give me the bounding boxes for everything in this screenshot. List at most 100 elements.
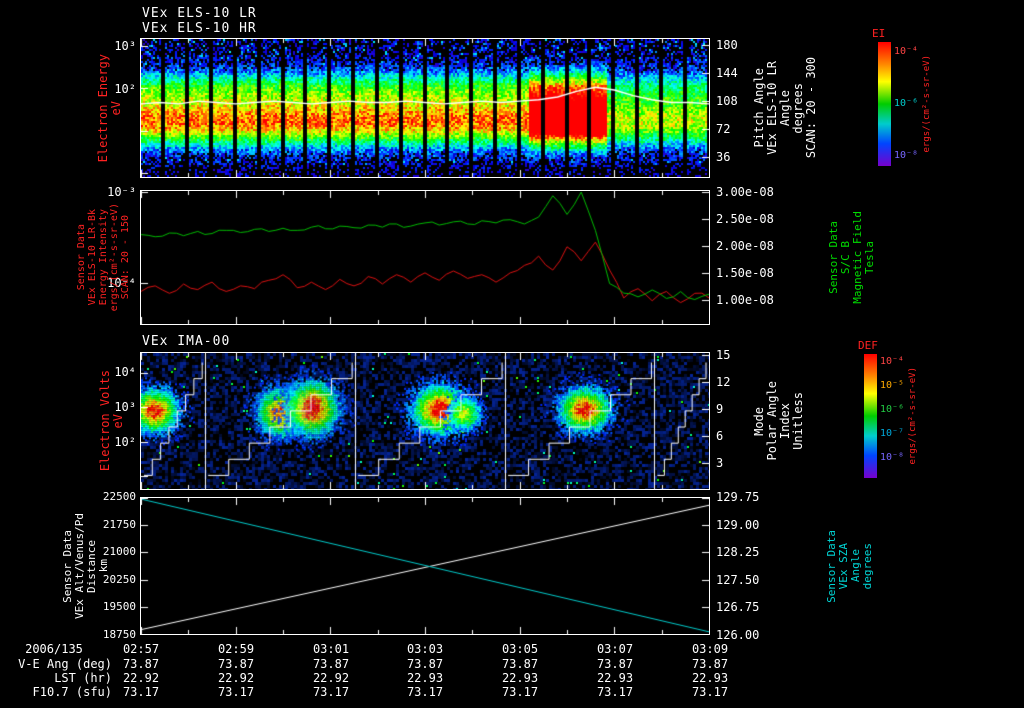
- footer-value: 22.93: [406, 671, 444, 685]
- def-colorbar-tick: 10⁻⁴: [880, 356, 905, 367]
- time-tick-label: 02:57: [122, 642, 160, 656]
- footer-value: 22.93: [691, 671, 729, 685]
- time-tick-label: 03:05: [501, 642, 539, 656]
- p2-ytick-label: 10⁻³: [107, 185, 136, 199]
- footer-value: 73.87: [312, 657, 350, 671]
- p4-ytick-label: 20250: [102, 573, 136, 586]
- panel1-title-line2: VEx ELS-10 HR: [142, 21, 257, 36]
- intensity-bfield-panel: [140, 190, 710, 325]
- p4-right-tick-label: 127.50: [716, 573, 760, 587]
- p3-left-axis-title: Electron Volts eV: [98, 352, 125, 490]
- date-label: 2006/135: [25, 642, 83, 656]
- p2-right-tick-label: 2.00e-08: [716, 239, 774, 253]
- axis-title-line: Sensor Data: [76, 224, 87, 291]
- p3-right-tick-label: 3: [716, 456, 724, 470]
- footer-row-label: V-E Ang (deg): [18, 657, 112, 671]
- p4-left-axis-title: Sensor Data VEx Alt/Venus/Pd Distance km: [61, 497, 110, 635]
- els-spectrogram-canvas: [141, 39, 709, 177]
- footer-value: 22.92: [122, 671, 160, 685]
- axis-title-line: SCAN: 20 - 300: [804, 57, 818, 159]
- footer-value: 73.87: [501, 657, 539, 671]
- p4-right-tick-label: 129.75: [716, 490, 760, 504]
- axis-title-line: km: [97, 559, 110, 573]
- p2-right-tick-label: 1.50e-08: [716, 266, 774, 280]
- p2-right-axis-title: Sensor Data S/C B Magnetic Field Tesla: [827, 190, 876, 325]
- p2-right-tick-label: 1.00e-08: [716, 293, 774, 307]
- axis-title-line: eV: [109, 100, 123, 116]
- time-tick-label: 03:09: [691, 642, 729, 656]
- footer-value: 22.92: [217, 671, 255, 685]
- p2-right-tick-label: 3.00e-08: [716, 185, 774, 199]
- footer-value: 73.17: [406, 685, 444, 699]
- p4-ytick-label: 19500: [102, 600, 136, 613]
- def-colorbar: [864, 354, 877, 478]
- p1-right-axis-title: Pitch Angle VEx ELS-10 LR Angle degrees …: [752, 38, 818, 178]
- altitude-sza-panel: [140, 497, 710, 635]
- p2-left-axis-title: Sensor Data VEx ELS-10 LR-Bk Energy Inte…: [76, 190, 131, 325]
- footer-value: 73.17: [217, 685, 255, 699]
- time-tick-label: 03:03: [406, 642, 444, 656]
- p3-ytick-label: 10⁴: [114, 365, 136, 379]
- p1-right-tick-label: 36: [716, 150, 731, 164]
- p1-right-tick-label: 144: [716, 66, 738, 80]
- footer-value: 22.92: [312, 671, 350, 685]
- footer-value: 73.87: [406, 657, 444, 671]
- time-tick-label: 03:07: [596, 642, 634, 656]
- p4-ytick-label: 22500: [102, 490, 136, 503]
- footer-row-label: LST (hr): [54, 671, 112, 685]
- p4-right-axis-title: Sensor Data VEx SZA Angle degrees: [825, 497, 874, 635]
- axis-title-line: VEx ELS-10 LR-Bk: [87, 209, 98, 306]
- def-colorbar-title: DEF: [858, 339, 878, 352]
- axis-title-line: degrees: [861, 542, 874, 590]
- footer-value: 73.17: [312, 685, 350, 699]
- p1-left-axis-title: Electron Energy eV: [96, 38, 123, 178]
- p1-right-tick-label: 108: [716, 94, 738, 108]
- ei-colorbar-tick: 10⁻⁴: [894, 46, 919, 57]
- panel1-title-line1: VEx ELS-10 LR: [142, 6, 257, 21]
- p3-ytick-label: 10²: [114, 435, 136, 449]
- p3-right-axis-title: Mode Polar Angle Index Unitless: [752, 352, 805, 490]
- axis-title-line: Tesla: [863, 240, 876, 275]
- def-colorbar-tick: 10⁻⁵: [880, 380, 905, 391]
- p1-ytick-label: 10³: [114, 39, 136, 53]
- ei-colorbar-tick: 10⁻⁶: [894, 98, 919, 109]
- def-colorbar-tick: 10⁻⁷: [880, 428, 905, 439]
- p4-ytick-label: 21750: [102, 518, 136, 531]
- els-spectrogram-panel: [140, 38, 710, 178]
- ei-colorbar-title: EI: [872, 27, 886, 40]
- axis-title-line: eV: [111, 413, 125, 429]
- ima-spectrogram-panel: [140, 352, 710, 490]
- footer-value: 73.17: [501, 685, 539, 699]
- def-colorbar-units: ergs/(cm²-s-sr-eV): [908, 352, 918, 480]
- p2-right-tick-label: 2.50e-08: [716, 212, 774, 226]
- axis-title-line: SCAN: 20 - 150: [120, 215, 131, 300]
- p1-ytick-label: 10²: [114, 82, 136, 96]
- p4-ytick-label: 21000: [102, 545, 136, 558]
- p3-ytick-label: 10³: [114, 400, 136, 414]
- footer-value: 73.17: [122, 685, 160, 699]
- p2-ytick-label: 10⁻⁴: [107, 276, 136, 290]
- altitude-sza-canvas: [141, 498, 709, 634]
- axis-title-line: ergs/(cm²-s-sr-eV): [109, 203, 120, 312]
- ei-colorbar-tick: 10⁻⁸: [894, 150, 919, 161]
- p3-right-tick-label: 6: [716, 429, 724, 443]
- panel3-title: VEx IMA-00: [142, 334, 231, 349]
- def-colorbar-tick: 10⁻⁸: [880, 452, 905, 463]
- p3-right-tick-label: 9: [716, 402, 724, 416]
- time-tick-label: 03:01: [312, 642, 350, 656]
- p1-right-tick-label: 180: [716, 38, 738, 52]
- footer-row-label: F10.7 (sfu): [32, 685, 112, 699]
- p1-right-tick-label: 72: [716, 122, 731, 136]
- p4-right-tick-label: 129.00: [716, 518, 760, 532]
- axis-title-line: Energy Intensity: [98, 209, 109, 306]
- colorbar-units-text: ergs/(cm²-s-sr-eV): [908, 367, 918, 465]
- footer-value: 22.93: [596, 671, 634, 685]
- footer-value: 73.87: [217, 657, 255, 671]
- footer-value: 22.93: [501, 671, 539, 685]
- p4-ytick-label: 18750: [102, 628, 136, 641]
- p4-right-tick-label: 126.75: [716, 600, 760, 614]
- footer-value: 73.87: [596, 657, 634, 671]
- ei-colorbar-units: ergs/(cm²-s-sr-eV): [922, 40, 932, 168]
- p3-right-tick-label: 12: [716, 375, 731, 389]
